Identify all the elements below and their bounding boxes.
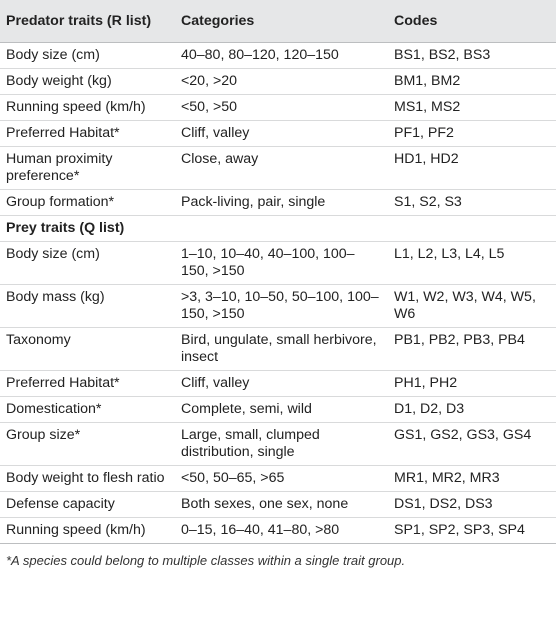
trait-cell: Defense capacity <box>0 491 175 518</box>
trait-table-container: Predator traits (R list) Categories Code… <box>0 0 556 568</box>
trait-cell: Preferred Habitat* <box>0 370 175 397</box>
codes-cell: PH1, PH2 <box>388 370 556 397</box>
codes-cell: S1, S2, S3 <box>388 189 556 216</box>
prey-section-row: Prey traits (Q list) <box>0 215 556 242</box>
table-row: Domestication* Complete, semi, wild D1, … <box>0 396 556 423</box>
trait-cell: Body weight (kg) <box>0 68 175 95</box>
table-row: Body weight (kg) <20, >20 BM1, BM2 <box>0 68 556 95</box>
table-row: Group size* Large, small, clumped distri… <box>0 422 556 466</box>
header-row: Predator traits (R list) Categories Code… <box>0 0 556 43</box>
table-row: Body weight to flesh ratio <50, 50–65, >… <box>0 465 556 492</box>
trait-cell: Domestication* <box>0 396 175 423</box>
categories-cell: >3, 3–10, 10–50, 50–100, 100–150, >150 <box>175 284 388 328</box>
codes-cell: BM1, BM2 <box>388 68 556 95</box>
trait-cell: Body weight to flesh ratio <box>0 465 175 492</box>
header-codes: Codes <box>388 0 556 43</box>
trait-cell: Running speed (km/h) <box>0 94 175 121</box>
codes-cell: DS1, DS2, DS3 <box>388 491 556 518</box>
categories-cell: <20, >20 <box>175 68 388 95</box>
categories-cell: Cliff, valley <box>175 370 388 397</box>
codes-cell: PF1, PF2 <box>388 120 556 147</box>
codes-cell: SP1, SP2, SP3, SP4 <box>388 517 556 544</box>
categories-cell: Pack-living, pair, single <box>175 189 388 216</box>
table-body: Body size (cm) 40–80, 80–120, 120–150 BS… <box>0 42 556 544</box>
empty-cell <box>388 215 556 242</box>
categories-cell: 1–10, 10–40, 40–100, 100–150, >150 <box>175 241 388 285</box>
header-predator-traits: Predator traits (R list) <box>0 0 175 43</box>
table-row: Body mass (kg) >3, 3–10, 10–50, 50–100, … <box>0 284 556 328</box>
trait-cell: Human proximity preference* <box>0 146 175 190</box>
table-row: Body size (cm) 1–10, 10–40, 40–100, 100–… <box>0 241 556 285</box>
header-categories: Categories <box>175 0 388 43</box>
codes-cell: W1, W2, W3, W4, W5, W6 <box>388 284 556 328</box>
table-row: Taxonomy Bird, ungulate, small herbivore… <box>0 327 556 371</box>
table-row: Running speed (km/h) <50, >50 MS1, MS2 <box>0 94 556 121</box>
categories-cell: Bird, ungulate, small herbivore, insect <box>175 327 388 371</box>
prey-section-title: Prey traits (Q list) <box>0 215 175 242</box>
table-header: Predator traits (R list) Categories Code… <box>0 0 556 43</box>
codes-cell: MR1, MR2, MR3 <box>388 465 556 492</box>
trait-cell: Taxonomy <box>0 327 175 371</box>
codes-cell: MS1, MS2 <box>388 94 556 121</box>
table-row: Preferred Habitat* Cliff, valley PF1, PF… <box>0 120 556 147</box>
codes-cell: HD1, HD2 <box>388 146 556 190</box>
codes-cell: D1, D2, D3 <box>388 396 556 423</box>
trait-cell: Group size* <box>0 422 175 466</box>
table-row: Preferred Habitat* Cliff, valley PH1, PH… <box>0 370 556 397</box>
trait-cell: Body size (cm) <box>0 241 175 285</box>
categories-cell: Close, away <box>175 146 388 190</box>
trait-cell: Body size (cm) <box>0 42 175 69</box>
table-row: Group formation* Pack-living, pair, sing… <box>0 189 556 216</box>
table-row: Human proximity preference* Close, away … <box>0 146 556 190</box>
table-row: Defense capacity Both sexes, one sex, no… <box>0 491 556 518</box>
categories-cell: Large, small, clumped distribution, sing… <box>175 422 388 466</box>
empty-cell <box>175 215 388 242</box>
trait-cell: Running speed (km/h) <box>0 517 175 544</box>
categories-cell: <50, 50–65, >65 <box>175 465 388 492</box>
categories-cell: <50, >50 <box>175 94 388 121</box>
trait-cell: Group formation* <box>0 189 175 216</box>
table-footnote: *A species could belong to multiple clas… <box>6 553 406 568</box>
trait-table: Predator traits (R list) Categories Code… <box>0 0 556 544</box>
categories-cell: Complete, semi, wild <box>175 396 388 423</box>
table-row: Body size (cm) 40–80, 80–120, 120–150 BS… <box>0 42 556 69</box>
codes-cell: L1, L2, L3, L4, L5 <box>388 241 556 285</box>
codes-cell: GS1, GS2, GS3, GS4 <box>388 422 556 466</box>
categories-cell: Cliff, valley <box>175 120 388 147</box>
codes-cell: BS1, BS2, BS3 <box>388 42 556 69</box>
categories-cell: 0–15, 16–40, 41–80, >80 <box>175 517 388 544</box>
codes-cell: PB1, PB2, PB3, PB4 <box>388 327 556 371</box>
categories-cell: Both sexes, one sex, none <box>175 491 388 518</box>
trait-cell: Body mass (kg) <box>0 284 175 328</box>
categories-cell: 40–80, 80–120, 120–150 <box>175 42 388 69</box>
trait-cell: Preferred Habitat* <box>0 120 175 147</box>
table-row: Running speed (km/h) 0–15, 16–40, 41–80,… <box>0 517 556 544</box>
